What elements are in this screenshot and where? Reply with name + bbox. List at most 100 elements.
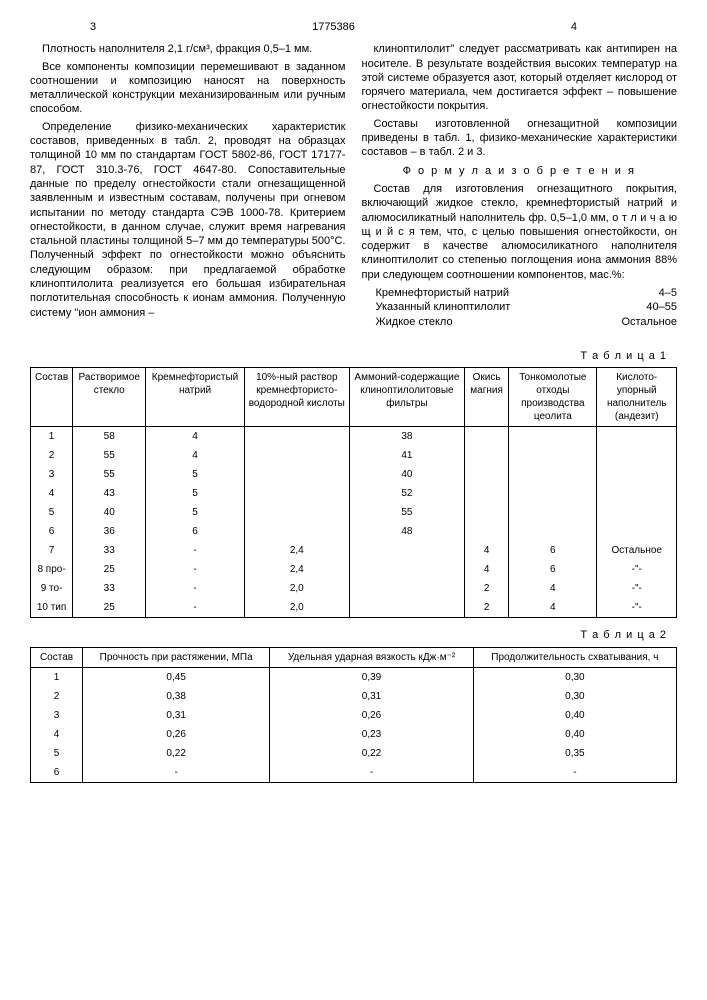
td [244, 522, 349, 541]
table2-header-row: Состав Прочность при растяжении, МПа Уде… [31, 647, 677, 667]
td: 36 [73, 522, 146, 541]
th: Растворимое стекло [73, 368, 146, 427]
td: - [270, 763, 473, 783]
td [349, 598, 464, 618]
td: 4 [509, 598, 597, 618]
para: Плотность наполнителя 2,1 г/см³, фракция… [30, 42, 346, 56]
td: 0,31 [83, 706, 270, 725]
td: 40 [73, 503, 146, 522]
table-row: 540555 [31, 503, 677, 522]
td [465, 503, 509, 522]
td [349, 541, 464, 560]
td: 6 [31, 522, 73, 541]
td: 43 [73, 484, 146, 503]
td: 3 [31, 465, 73, 484]
td: -"- [597, 598, 677, 618]
comp-name: Указанный клиноптилолит [376, 300, 511, 314]
td: - [146, 598, 244, 618]
td: 0,31 [270, 687, 473, 706]
td [465, 427, 509, 447]
comp-name: Жидкое стекло [376, 315, 453, 329]
td: 0,40 [473, 725, 676, 744]
td [244, 427, 349, 447]
td [465, 446, 509, 465]
td: 10 тип [31, 598, 73, 618]
td: - [146, 579, 244, 598]
td [597, 446, 677, 465]
formula-title: Ф о р м у л а и з о б р е т е н и я [362, 164, 678, 178]
table-row: 30,310,260,40 [31, 706, 677, 725]
td: 6 [146, 522, 244, 541]
td: 55 [73, 465, 146, 484]
td: -"- [597, 560, 677, 579]
td: 0,38 [83, 687, 270, 706]
th: Кислото-упорный наполнитель (андезит) [597, 368, 677, 427]
td [509, 484, 597, 503]
td: 3 [31, 706, 83, 725]
table-row: 40,260,230,40 [31, 725, 677, 744]
td: 2 [31, 446, 73, 465]
td: 55 [349, 503, 464, 522]
td: 8 про- [31, 560, 73, 579]
td: 2,4 [244, 541, 349, 560]
td [244, 446, 349, 465]
td [349, 579, 464, 598]
table-row: 10 тип25-2,024-"- [31, 598, 677, 618]
td: 4 [146, 427, 244, 447]
td: 6 [31, 763, 83, 783]
th: Состав [31, 647, 83, 667]
td: - [473, 763, 676, 783]
td: 5 [146, 503, 244, 522]
right-column: клиноптилолит" следует рассматривать как… [362, 42, 678, 329]
th: 10%-ный раствор кремнефтористо-водородно… [244, 368, 349, 427]
td [244, 484, 349, 503]
table-row: 20,380,310,30 [31, 687, 677, 706]
td: 0,45 [83, 667, 270, 687]
para: Определение физико-механических характер… [30, 120, 346, 320]
td: 5 [146, 484, 244, 503]
td: 0,22 [270, 744, 473, 763]
comp-val: Остальное [621, 315, 677, 329]
comp-val: 40–55 [646, 300, 677, 314]
td: 38 [349, 427, 464, 447]
th: Кремнефтористый натрий [146, 368, 244, 427]
para: Состав для изготовления огнезащитного по… [362, 182, 678, 282]
page-numbers: 3 1775386 4 [30, 20, 677, 34]
td: 2 [465, 598, 509, 618]
table-row: 158438 [31, 427, 677, 447]
td: 33 [73, 579, 146, 598]
td [509, 427, 597, 447]
td: 5 [31, 503, 73, 522]
td [509, 465, 597, 484]
td: 0,26 [270, 706, 473, 725]
th: Состав [31, 368, 73, 427]
th: Аммоний-содержащие клиноптилолитовые фил… [349, 368, 464, 427]
td: 41 [349, 446, 464, 465]
td [244, 465, 349, 484]
td: 6 [509, 560, 597, 579]
doc-number: 1775386 [312, 20, 355, 34]
td: 0,23 [270, 725, 473, 744]
th: Окись магния [465, 368, 509, 427]
td: 2 [31, 687, 83, 706]
td [244, 503, 349, 522]
td [465, 522, 509, 541]
td: 4 [31, 725, 83, 744]
th: Прочность при растяжении, МПа [83, 647, 270, 667]
td [509, 522, 597, 541]
table-row: 733-2,446Остальное [31, 541, 677, 560]
td: 4 [509, 579, 597, 598]
td: 1 [31, 427, 73, 447]
td [597, 465, 677, 484]
table-row: 2554 41 [31, 446, 677, 465]
td: 4 [146, 446, 244, 465]
component-row: Указанный клиноптилолит 40–55 [376, 300, 678, 314]
td: 4 [465, 541, 509, 560]
td: 52 [349, 484, 464, 503]
td: 5 [146, 465, 244, 484]
para: клиноптилолит" следует рассматривать как… [362, 42, 678, 113]
table-row: 50,220,220,35 [31, 744, 677, 763]
td: 55 [73, 446, 146, 465]
comp-val: 4–5 [659, 286, 677, 300]
th: Удельная ударная вязкость кДж·м⁻² [270, 647, 473, 667]
